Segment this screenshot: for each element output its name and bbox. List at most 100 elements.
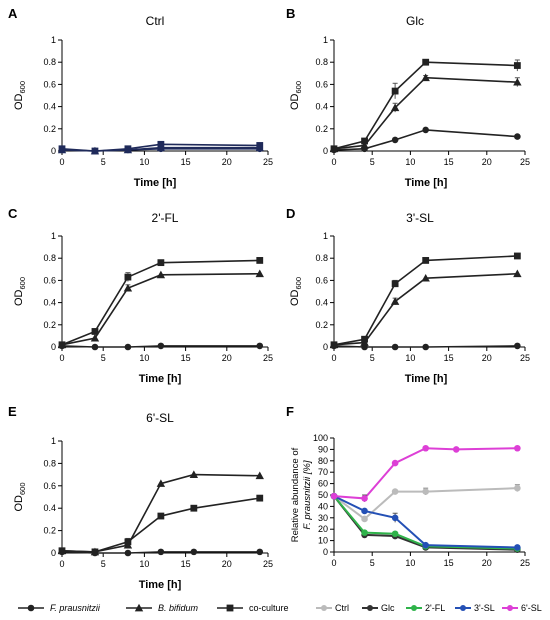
data-point: [391, 514, 399, 522]
data-point: [58, 547, 66, 555]
x-tick-label: 15: [444, 353, 454, 363]
series-circle: [58, 342, 264, 351]
y-axis-label-main: OD: [13, 289, 25, 306]
y-tick-label: 0.8: [43, 253, 56, 263]
y-tick-label: 1: [51, 436, 56, 446]
x-tick-label: 10: [139, 353, 149, 363]
chart-title: 3'-SL: [406, 211, 434, 225]
y-axis-label: OD600: [13, 482, 27, 511]
x-tick-label: 10: [405, 558, 415, 568]
x-tick-label: 10: [139, 559, 149, 569]
series-square: [58, 140, 264, 155]
chart-title: 6'-SL: [146, 411, 174, 425]
data-point: [513, 77, 522, 86]
x-tick-label: 10: [405, 353, 415, 363]
y-tick-label: 40: [318, 501, 328, 511]
y-tick-label: 80: [318, 456, 328, 466]
data-point: [156, 479, 166, 487]
y-tick-label: 1: [323, 35, 328, 45]
y-axis-label: OD600: [13, 81, 27, 110]
data-point: [157, 259, 165, 267]
data-point: [190, 548, 198, 556]
data-point: [422, 488, 429, 495]
y-tick-label: 0.4: [43, 503, 56, 513]
y-tick-label: 0.6: [315, 275, 328, 285]
x-tick-label: 20: [222, 353, 232, 363]
y-tick-label: 0.6: [43, 481, 56, 491]
data-point: [256, 342, 264, 350]
x-tick-label: 5: [101, 157, 106, 167]
y-axis-label: Relative abundance of: [290, 447, 301, 542]
data-point: [156, 270, 166, 279]
x-tick-label: 10: [139, 157, 149, 167]
legend-marker: [460, 605, 466, 611]
series-triangle: [329, 269, 522, 349]
x-axis-label: Time [h]: [405, 177, 448, 189]
data-point: [390, 103, 400, 112]
series-3-sl: [330, 492, 521, 551]
legend-growth: F. prausnitzii B. bifidum co-culture: [18, 603, 289, 613]
series-line: [333, 272, 518, 346]
y-tick-label: 0.4: [315, 298, 328, 308]
legend-item: Ctrl: [316, 603, 349, 613]
y-tick-label: 0.2: [315, 320, 328, 330]
y-tick-label: 0: [323, 146, 328, 156]
y-axis-label: OD600: [13, 277, 27, 306]
x-tick-label: 15: [181, 559, 191, 569]
series-line: [333, 447, 518, 500]
series-line: [333, 495, 518, 550]
y-tick-label: 20: [318, 524, 328, 534]
panel-letter: E: [8, 404, 17, 419]
legend-marker: [134, 603, 144, 612]
panel-letter: C: [8, 206, 18, 221]
data-point: [361, 529, 368, 536]
x-tick-label: 5: [370, 353, 375, 363]
data-point: [391, 488, 399, 495]
series-line: [333, 255, 518, 346]
data-point: [330, 341, 338, 349]
x-tick-label: 15: [181, 353, 191, 363]
series-square: [58, 257, 264, 349]
series-line: [333, 495, 518, 549]
data-point: [157, 512, 165, 520]
panel-letter: F: [286, 404, 294, 419]
x-tick-label: 20: [222, 559, 232, 569]
y-axis-label: OD600: [289, 277, 303, 306]
data-point: [391, 136, 399, 144]
data-point: [513, 252, 521, 260]
data-point: [422, 126, 429, 134]
data-point: [514, 544, 521, 551]
x-axis-label: Time [h]: [405, 373, 448, 385]
data-point: [255, 471, 264, 480]
y-tick-label: 0.6: [315, 79, 328, 89]
y-tick-label: 1: [51, 231, 56, 241]
x-tick-label: 20: [482, 157, 492, 167]
data-point: [422, 541, 429, 549]
data-point: [361, 495, 368, 502]
legend-marker: [507, 605, 513, 611]
data-point: [513, 62, 521, 69]
y-tick-label: 0.4: [43, 298, 56, 308]
legend-marker: [27, 604, 35, 612]
y-tick-label: 0.4: [315, 102, 328, 112]
data-point: [124, 343, 132, 351]
y-tick-label: 0: [51, 548, 56, 558]
y-tick-label: 0.2: [43, 320, 56, 330]
data-point: [91, 328, 99, 335]
legend-item: Glc: [362, 603, 395, 613]
data-point: [58, 145, 66, 153]
x-tick-label: 0: [331, 353, 336, 363]
y-tick-label: 90: [318, 444, 328, 454]
x-tick-label: 0: [331, 157, 336, 167]
x-tick-label: 15: [181, 157, 191, 167]
y-tick-label: 30: [318, 513, 328, 523]
data-point: [361, 137, 368, 145]
data-point: [256, 142, 264, 149]
legend-item: 2'-FL: [406, 603, 445, 613]
legend-label: co-culture: [249, 603, 289, 613]
data-point: [123, 283, 133, 292]
y-tick-label: 0: [323, 342, 328, 352]
data-point: [514, 133, 521, 140]
legend-label: Ctrl: [335, 603, 349, 613]
